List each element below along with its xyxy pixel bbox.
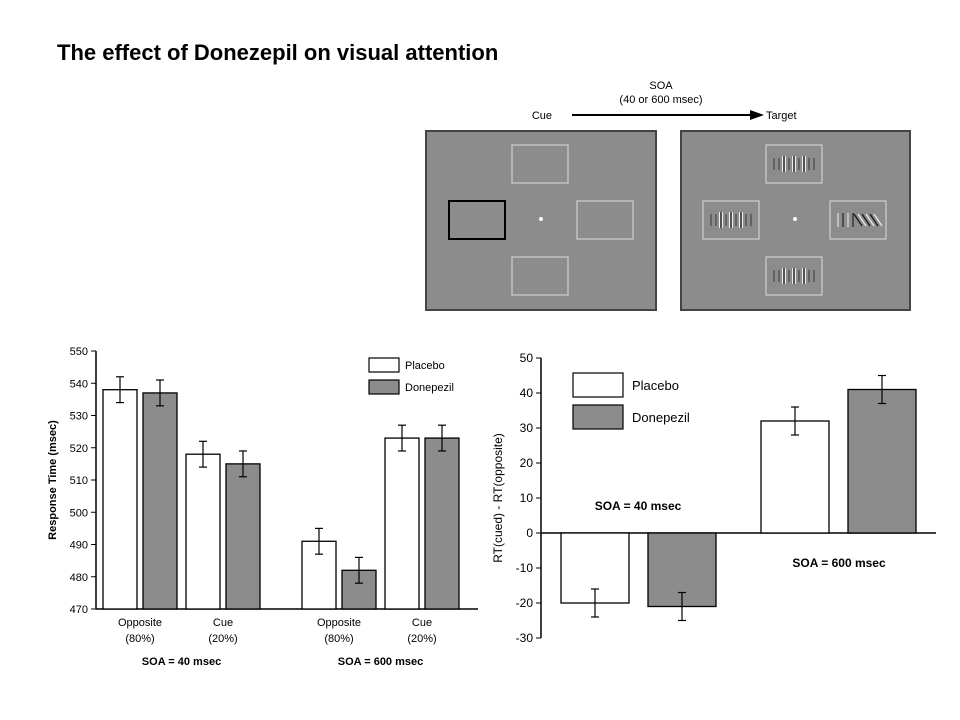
soa-label: SOA <box>649 80 673 92</box>
target-screen <box>681 131 910 310</box>
bar-donepezil <box>226 464 260 609</box>
category-label: Opposite <box>118 617 162 629</box>
bar-placebo <box>761 421 829 533</box>
group-label: SOA = 600 msec <box>792 556 886 570</box>
target-label: Target <box>766 110 797 122</box>
legend-label: Donepezil <box>632 410 690 425</box>
legend-swatch <box>573 405 623 429</box>
y-tick-label: 480 <box>70 572 88 584</box>
category-label: Cue <box>412 617 432 629</box>
cue-screen <box>426 131 656 310</box>
category-label: Opposite <box>317 617 361 629</box>
y-tick-label: 0 <box>526 526 533 540</box>
soa-sub-label: (40 or 600 msec) <box>619 94 702 106</box>
y-tick-label: 40 <box>520 386 534 400</box>
y-tick-label: 20 <box>520 456 534 470</box>
y-tick-label: 510 <box>70 475 88 487</box>
y-tick-label: 30 <box>520 421 534 435</box>
bar-donepezil <box>848 390 916 534</box>
category-sublabel: (20%) <box>208 633 237 645</box>
legend-label: Placebo <box>405 360 445 372</box>
y-tick-label: 540 <box>70 378 88 390</box>
category-sublabel: (80%) <box>324 633 353 645</box>
y-tick-label: 530 <box>70 411 88 423</box>
y-tick-label: -20 <box>516 596 534 610</box>
bar-donepezil <box>425 438 459 609</box>
group-label: SOA = 40 msec <box>595 499 682 513</box>
soa-arrow-head <box>750 110 764 120</box>
cue-label: Cue <box>532 110 552 122</box>
y-axis-label: Response Time (msec) <box>47 420 59 540</box>
cue-target-diagram: SOA (40 or 600 msec) Cue Target 470 480 49… <box>0 0 960 720</box>
y-tick-label: -30 <box>516 631 534 645</box>
bar-donepezil <box>143 393 177 609</box>
response-time-chart: 470 480 490 500 510 520 530 540 550 Response Time… <box>47 346 478 668</box>
y-tick-label: -10 <box>516 561 534 575</box>
category-sublabel: (20%) <box>407 633 436 645</box>
fixation-dot <box>539 217 543 221</box>
legend-swatch <box>573 373 623 397</box>
bar-placebo <box>186 454 220 609</box>
cueing-effect-chart: -30 -20 -10 0 10 20 30 40 50 RT(cued) - RT(opposi… <box>491 351 936 645</box>
bar-placebo <box>103 390 137 609</box>
bar-placebo <box>385 438 419 609</box>
fixation-dot <box>793 217 797 221</box>
y-tick-label: 10 <box>520 491 534 505</box>
y-tick-label: 520 <box>70 443 88 455</box>
y-tick-label: 500 <box>70 507 88 519</box>
y-tick-label: 490 <box>70 540 88 552</box>
legend-label: Donepezil <box>405 382 454 394</box>
group-label: SOA = 600 msec <box>338 656 424 668</box>
category-sublabel: (80%) <box>125 633 154 645</box>
y-tick-label: 50 <box>520 351 534 365</box>
legend-label: Placebo <box>632 378 679 393</box>
legend-swatch <box>369 380 399 394</box>
y-tick-label: 470 <box>70 604 88 616</box>
y-axis-label: RT(cued) - RT(opposite) <box>491 433 505 563</box>
group-label: SOA = 40 msec <box>142 656 221 668</box>
y-tick-label: 550 <box>70 346 88 358</box>
category-label: Cue <box>213 617 233 629</box>
legend-swatch <box>369 358 399 372</box>
